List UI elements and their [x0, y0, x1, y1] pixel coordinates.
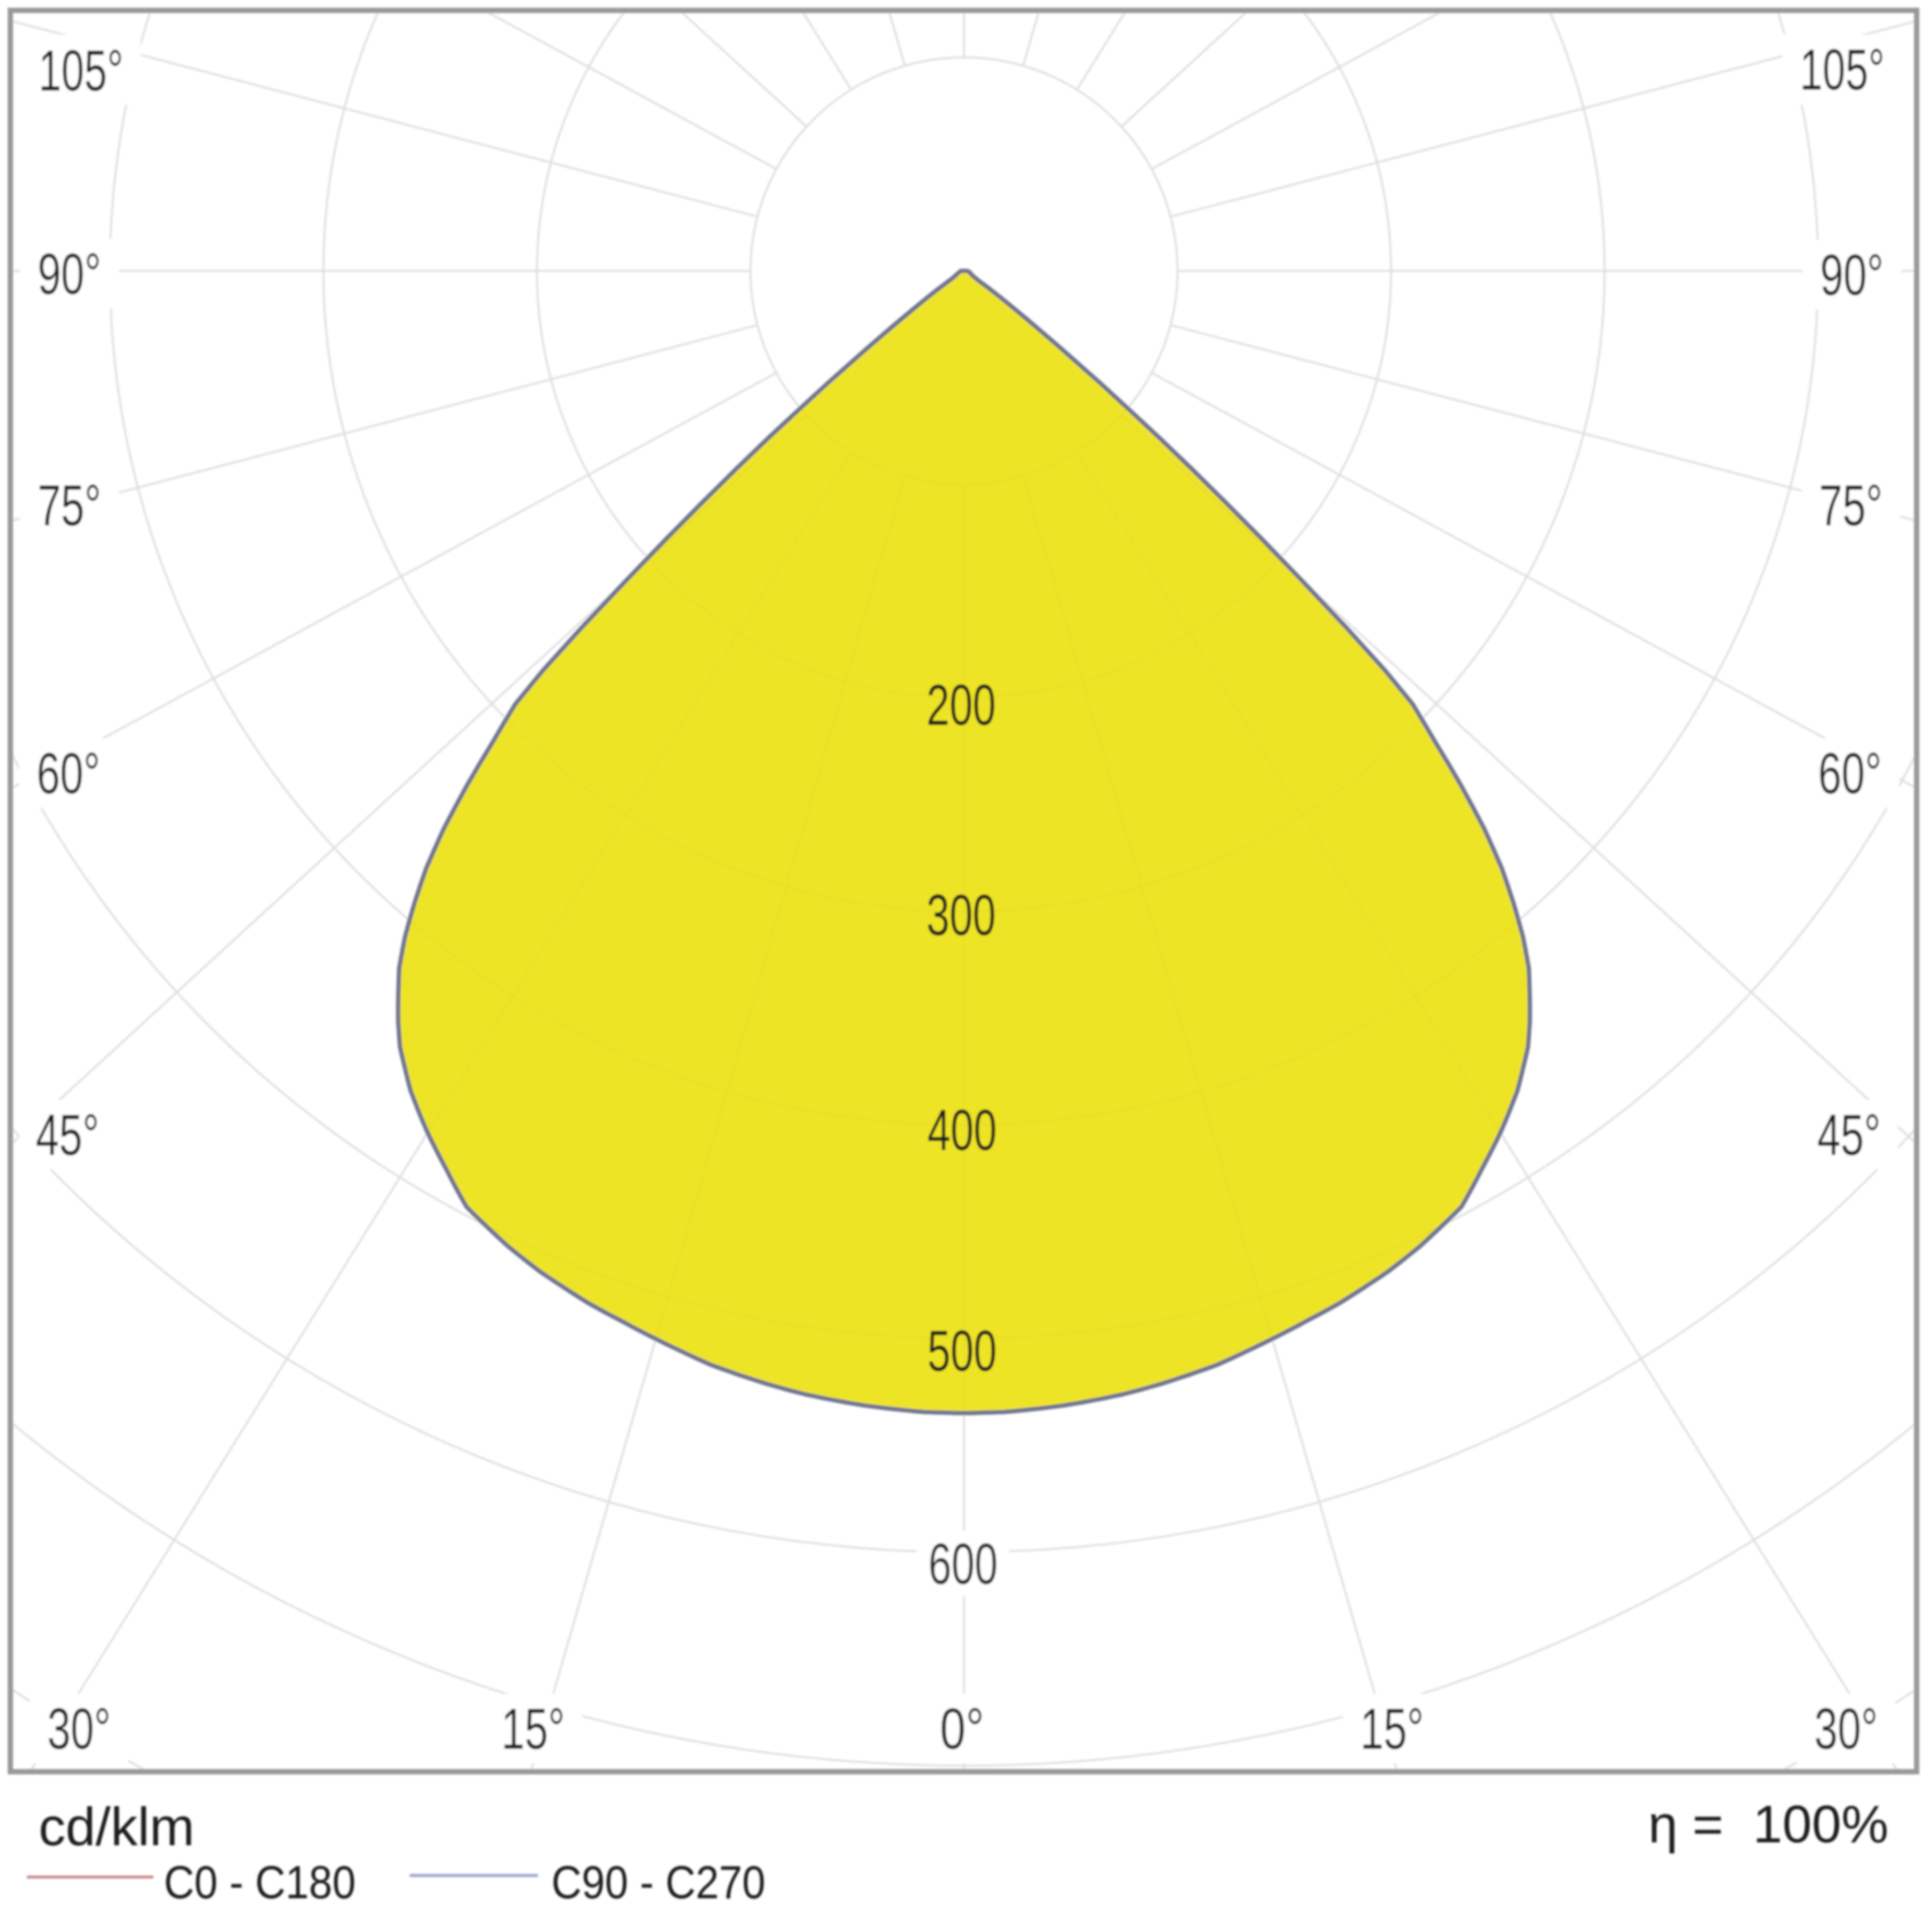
svg-text:15°: 15°: [501, 1697, 565, 1761]
svg-text:15°: 15°: [1360, 1697, 1424, 1761]
svg-text:30°: 30°: [47, 1697, 111, 1761]
svg-text:105°: 105°: [1800, 38, 1885, 102]
svg-text:C90 - C270: C90 - C270: [551, 1858, 765, 1909]
svg-text:90°: 90°: [38, 242, 101, 307]
svg-text:75°: 75°: [1819, 473, 1883, 538]
svg-text:60°: 60°: [37, 741, 100, 806]
svg-text:0°: 0°: [940, 1697, 984, 1761]
svg-text:500: 500: [927, 1319, 997, 1383]
svg-text:45°: 45°: [1817, 1103, 1881, 1167]
svg-text:105°: 105°: [39, 39, 123, 103]
svg-text:600: 600: [928, 1532, 998, 1597]
svg-text:90°: 90°: [1820, 243, 1884, 308]
svg-text:60°: 60°: [1818, 741, 1882, 806]
svg-text:400: 400: [927, 1098, 997, 1163]
svg-text:300: 300: [926, 883, 996, 948]
svg-text:200: 200: [926, 673, 996, 738]
svg-text:η = 100%: η = 100%: [1648, 1794, 1888, 1854]
svg-text:30°: 30°: [1814, 1697, 1878, 1761]
svg-text:C0 - C180: C0 - C180: [164, 1858, 356, 1909]
svg-text:75°: 75°: [38, 473, 101, 538]
svg-text:45°: 45°: [36, 1103, 99, 1167]
svg-text:cd/klm: cd/klm: [39, 1796, 195, 1857]
